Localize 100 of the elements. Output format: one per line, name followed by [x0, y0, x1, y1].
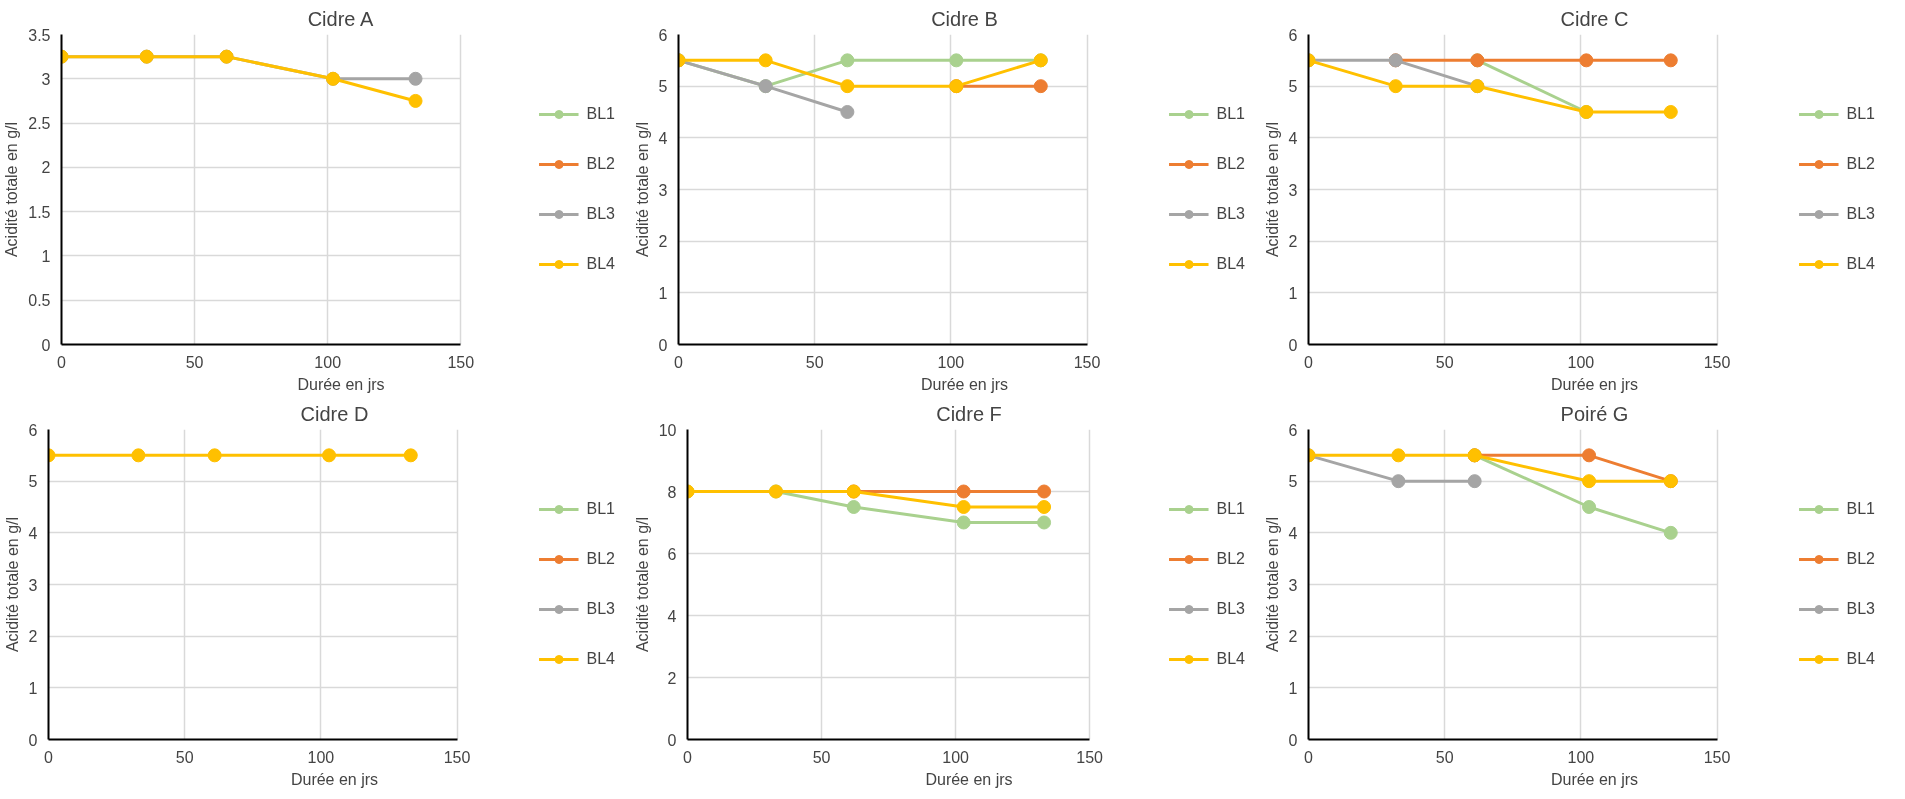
- x-tick-label: 50: [175, 748, 194, 766]
- x-tick-label: 50: [185, 353, 204, 371]
- y-tick-label: 2: [667, 669, 677, 687]
- legend-label: BL1: [1216, 105, 1245, 123]
- y-tick-label: 6: [1288, 26, 1298, 44]
- y-tick-label: 1: [1288, 679, 1298, 697]
- x-tick-label: 100: [942, 748, 970, 766]
- y-axis-title: Acidité totale en g/l: [1263, 516, 1281, 653]
- y-tick-label: 6: [658, 26, 668, 44]
- legend-label: BL3: [1846, 205, 1875, 223]
- y-tick-label: 1: [1288, 284, 1298, 302]
- y-tick-label: 5: [1288, 78, 1298, 96]
- y-tick-label: 4: [1288, 129, 1298, 147]
- y-tick-label: 2: [1288, 628, 1298, 646]
- chart-title: Poiré G: [1560, 402, 1629, 425]
- chart-title: Cidre B: [931, 7, 998, 30]
- y-tick-label: 4: [667, 607, 677, 625]
- y-tick-label: 3: [658, 181, 668, 199]
- x-tick-label: 150: [1703, 353, 1731, 371]
- y-axis-title: Acidité totale en g/l: [3, 516, 21, 653]
- y-tick-label: 1: [41, 247, 51, 265]
- y-tick-label: 8: [667, 483, 677, 501]
- y-axis-title: Acidité totale en g/l: [633, 516, 651, 653]
- y-tick-label: 0: [1288, 336, 1298, 354]
- legend-label: BL2: [1216, 550, 1245, 568]
- legend-label: BL3: [586, 205, 615, 223]
- y-tick-label: 0.5: [28, 292, 51, 310]
- x-tick-label: 100: [314, 353, 342, 371]
- y-tick-label: 6: [1288, 421, 1298, 439]
- x-tick-label: 100: [1567, 748, 1595, 766]
- x-tick-label: 150: [1703, 748, 1731, 766]
- y-tick-label: 3: [28, 576, 38, 594]
- y-tick-label: 6: [28, 421, 38, 439]
- x-tick-label: 50: [1435, 748, 1454, 766]
- y-tick-label: 2: [1288, 233, 1298, 251]
- legend-label: BL1: [1846, 500, 1875, 518]
- x-tick-label: 0: [1304, 748, 1314, 766]
- x-tick-label: 50: [805, 353, 824, 371]
- legend-label: BL3: [1216, 205, 1245, 223]
- x-axis-title: Durée en jrs: [925, 770, 1013, 788]
- y-tick-label: 0: [658, 336, 668, 354]
- chart-title: Cidre F: [936, 402, 1002, 425]
- y-tick-label: 4: [28, 524, 38, 542]
- y-tick-label: 0: [41, 336, 51, 354]
- y-tick-label: 5: [658, 78, 668, 96]
- x-tick-label: 0: [1304, 353, 1314, 371]
- y-axis-title: Acidité totale en g/l: [1263, 121, 1281, 258]
- y-tick-label: 0: [667, 731, 677, 749]
- y-tick-label: 0: [28, 731, 38, 749]
- legend-label: BL2: [586, 155, 615, 173]
- legend-label: BL1: [586, 105, 615, 123]
- legend-label: BL1: [1846, 105, 1875, 123]
- y-tick-label: 1: [658, 284, 668, 302]
- y-tick-label: 1.5: [28, 203, 51, 221]
- y-tick-label: 6: [667, 545, 677, 563]
- legend-label: BL4: [1216, 255, 1245, 273]
- x-axis-title: Durée en jrs: [290, 770, 379, 788]
- legend-label: BL1: [1216, 500, 1245, 518]
- y-tick-label: 10: [658, 421, 677, 439]
- y-tick-label: 1: [28, 679, 38, 697]
- chart-title: Cidre A: [307, 7, 374, 30]
- x-tick-label: 150: [447, 353, 475, 371]
- y-tick-label: 0: [1288, 731, 1298, 749]
- x-axis-title: Durée en jrs: [297, 375, 385, 393]
- legend-label: BL4: [1846, 255, 1875, 273]
- y-tick-label: 3: [1288, 181, 1298, 199]
- y-axis-title: Acidité totale en g/l: [3, 121, 21, 258]
- legend-label: BL4: [586, 255, 615, 273]
- legend-label: BL3: [1846, 600, 1875, 618]
- y-tick-label: 5: [1288, 473, 1298, 491]
- x-tick-label: 0: [683, 748, 693, 766]
- x-tick-label: 50: [1435, 353, 1454, 371]
- x-tick-label: 150: [443, 748, 471, 766]
- x-tick-label: 50: [812, 748, 831, 766]
- y-tick-label: 2: [28, 628, 38, 646]
- legend-label: BL4: [586, 650, 615, 668]
- x-tick-label: 150: [1076, 748, 1104, 766]
- legend-label: BL1: [586, 500, 615, 518]
- x-tick-label: 100: [307, 748, 335, 766]
- legend-label: BL4: [1846, 650, 1875, 668]
- legend-label: BL2: [1846, 550, 1875, 568]
- chart-title: Cidre C: [1560, 7, 1629, 30]
- x-tick-label: 0: [57, 353, 67, 371]
- legend-label: BL2: [1216, 155, 1245, 173]
- legend-label: BL3: [1216, 600, 1245, 618]
- y-axis-title: Acidité totale en g/l: [633, 121, 651, 258]
- legend-label: BL2: [586, 550, 615, 568]
- x-tick-label: 100: [1567, 353, 1595, 371]
- y-tick-label: 2: [658, 233, 668, 251]
- x-tick-label: 150: [1073, 353, 1101, 371]
- chart-title: Cidre D: [300, 402, 369, 425]
- legend-label: BL3: [586, 600, 615, 618]
- y-tick-label: 2.5: [28, 115, 51, 133]
- y-tick-label: 3: [41, 70, 51, 88]
- x-axis-title: Durée en jrs: [1550, 375, 1639, 393]
- legend-label: BL4: [1216, 650, 1245, 668]
- x-axis-title: Durée en jrs: [920, 375, 1009, 393]
- legend-label: BL2: [1846, 155, 1875, 173]
- y-tick-label: 4: [1288, 524, 1298, 542]
- x-tick-label: 100: [937, 353, 965, 371]
